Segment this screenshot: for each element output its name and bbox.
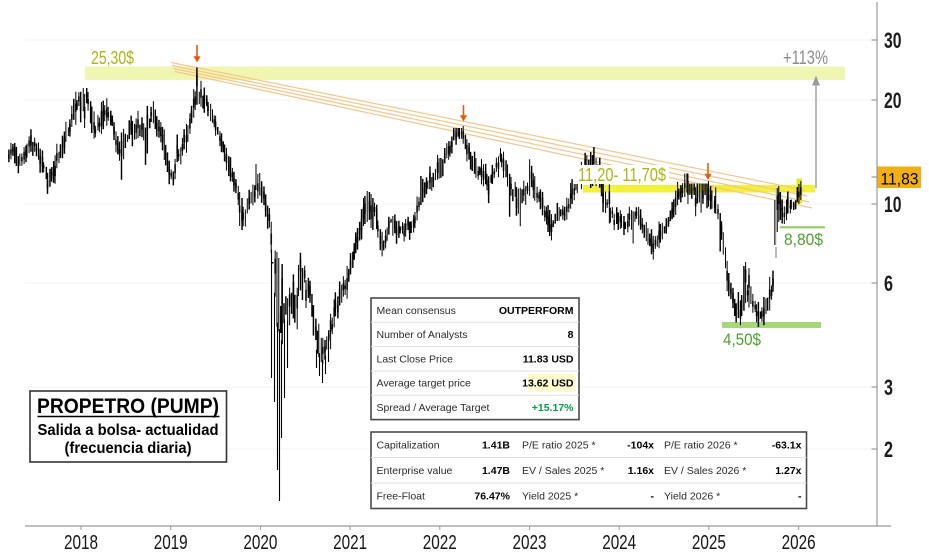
svg-text:2021: 2021 (333, 532, 367, 554)
svg-text:Capitalization: Capitalization (377, 439, 440, 451)
svg-text:2022: 2022 (423, 532, 457, 554)
svg-text:76.47%: 76.47% (474, 490, 510, 502)
svg-text:8: 8 (568, 329, 574, 341)
svg-text:2024: 2024 (602, 532, 636, 554)
svg-text:Spread / Average Target: Spread / Average Target (377, 402, 490, 414)
svg-text:-: - (798, 490, 802, 502)
svg-text:Number of Analysts: Number of Analysts (377, 329, 468, 341)
svg-text:6: 6 (884, 271, 893, 296)
svg-text:2025: 2025 (692, 532, 726, 554)
svg-text:Free-Float: Free-Float (377, 490, 426, 502)
svg-text:1.16x: 1.16x (628, 465, 654, 477)
svg-text:2: 2 (884, 437, 893, 462)
svg-text:Average target price: Average target price (377, 378, 472, 390)
svg-text:(frecuencia diaria): (frecuencia diaria) (65, 440, 192, 457)
svg-text:Yield 2026 *: Yield 2026 * (664, 490, 720, 502)
svg-text:25,30$: 25,30$ (91, 48, 134, 68)
svg-text:13.62 USD: 13.62 USD (522, 378, 574, 390)
svg-text:30: 30 (884, 28, 902, 53)
svg-text:11,83: 11,83 (881, 170, 919, 189)
svg-text:2023: 2023 (513, 532, 547, 554)
svg-text:-: - (651, 490, 655, 502)
svg-text:Mean consensus: Mean consensus (377, 305, 456, 317)
svg-text:1.47B: 1.47B (482, 465, 510, 477)
svg-text:11.83 USD: 11.83 USD (523, 353, 574, 365)
svg-text:OUTPERFORM: OUTPERFORM (499, 305, 574, 317)
svg-text:PROPETRO (PUMP): PROPETRO (PUMP) (37, 395, 219, 418)
svg-text:11,20- 11,70$: 11,20- 11,70$ (578, 165, 666, 185)
svg-text:4,50$: 4,50$ (723, 330, 761, 349)
svg-text:-63.1x: -63.1x (772, 439, 802, 451)
svg-text:Salida a bolsa- actualidad: Salida a bolsa- actualidad (38, 422, 219, 439)
svg-text:2020: 2020 (243, 532, 277, 554)
svg-text:2018: 2018 (64, 532, 98, 554)
svg-text:2019: 2019 (154, 532, 188, 554)
svg-text:20: 20 (884, 88, 902, 113)
svg-text:Yield 2025 *: Yield 2025 * (522, 490, 578, 502)
svg-text:+15.17%: +15.17% (532, 402, 574, 414)
svg-text:P/E ratio 2025 *: P/E ratio 2025 * (522, 439, 596, 451)
svg-text:P/E ratio 2026 *: P/E ratio 2026 * (664, 439, 738, 451)
svg-text:3: 3 (884, 375, 893, 400)
svg-text:1.27x: 1.27x (775, 465, 801, 477)
svg-text:Enterprise value: Enterprise value (377, 465, 453, 477)
svg-text:-104x: -104x (627, 439, 654, 451)
svg-text:1.41B: 1.41B (482, 439, 510, 451)
svg-text:2026: 2026 (782, 532, 816, 554)
svg-text:8,80$: 8,80$ (784, 230, 823, 249)
svg-text:10: 10 (884, 192, 902, 217)
svg-text:EV / Sales 2025 *: EV / Sales 2025 * (522, 465, 604, 477)
svg-text:+113%: +113% (783, 48, 828, 69)
svg-text:EV / Sales 2026 *: EV / Sales 2026 * (664, 465, 746, 477)
svg-text:Last Close Price: Last Close Price (377, 353, 454, 365)
